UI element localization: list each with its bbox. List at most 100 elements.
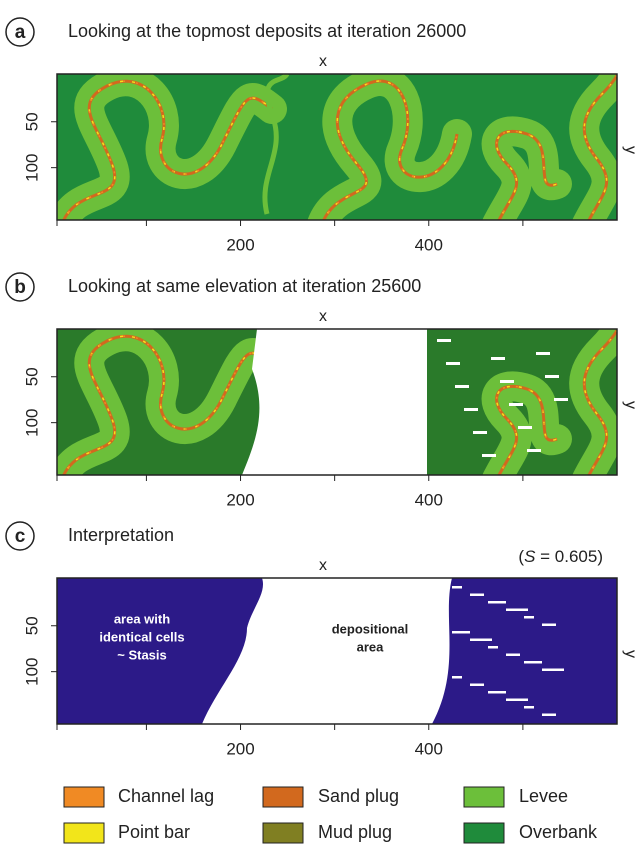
annotation-part: = 0.605): [535, 547, 603, 566]
region-label: area with: [114, 611, 170, 626]
panel-letter: c: [15, 526, 26, 547]
white-cells: [464, 408, 478, 411]
x-axis-label: x: [319, 308, 327, 325]
white-cells: [470, 593, 484, 596]
panel: a Looking at the topmost deposits at iter…: [5, 17, 639, 254]
x-tick-label: 200: [226, 235, 254, 254]
white-cells: [542, 623, 556, 626]
panel-letter-circle: [5, 272, 35, 302]
y-axis-label: y: [622, 146, 639, 154]
white-cells: [488, 601, 506, 604]
x-axis-label: x: [319, 557, 327, 574]
y-tick-label: 100: [22, 408, 41, 436]
lag-dots: [496, 130, 558, 220]
white-cells: [488, 646, 498, 649]
white-cells: [500, 380, 514, 383]
white-cells: [506, 608, 528, 611]
lag-dots: [63, 335, 273, 475]
y-axis-label: y: [622, 401, 639, 409]
white-cells: [506, 653, 520, 656]
legend-label: Levee: [519, 786, 568, 806]
x-tick-label: 200: [226, 739, 254, 758]
white-cells: [452, 586, 462, 589]
white-cells: [545, 375, 559, 378]
legend-swatch: [463, 786, 505, 808]
depositional-gap: [242, 329, 427, 475]
white-cells: [506, 698, 528, 701]
white-cells: [524, 616, 534, 619]
x-tick-label: 400: [415, 739, 443, 758]
y-tick-label: 50: [22, 112, 41, 131]
panel-letter-circle: [5, 521, 35, 551]
plot-frame: [56, 577, 618, 725]
white-cells: [527, 449, 541, 452]
plot-frame: [56, 73, 618, 221]
panel: b Looking at same elevation at iteration …: [5, 272, 639, 509]
white-cells: [488, 691, 506, 694]
legend-label: Sand plug: [318, 786, 399, 806]
white-cells: [437, 339, 451, 342]
white-cells: [509, 403, 523, 406]
legend-label: Point bar: [118, 822, 190, 842]
legend-swatch: [463, 822, 505, 844]
raster: [57, 578, 617, 724]
x-tick-label: 200: [226, 490, 254, 509]
y-tick-label: 100: [22, 657, 41, 685]
annotation-part: (: [518, 547, 524, 566]
plot-frame: [56, 328, 618, 476]
x-tick-label: 400: [415, 235, 443, 254]
panel: c Interpretation x y (S = 0.605) area with ide…: [5, 521, 639, 758]
annotation: (S = 0.605): [518, 547, 603, 566]
white-cells: [455, 385, 469, 388]
white-cells: [554, 398, 568, 401]
panel-title: Looking at the topmost deposits at itera…: [68, 21, 466, 41]
levee-strand: [262, 74, 290, 215]
white-cells: [470, 683, 484, 686]
x-axis-label: x: [319, 53, 327, 70]
legend-swatch: [63, 786, 105, 808]
depositional-area: [202, 578, 452, 724]
white-cells: [524, 661, 542, 664]
raster: [57, 329, 617, 475]
white-cells: [482, 454, 496, 457]
white-cells: [491, 357, 505, 360]
y-tick-label: 100: [22, 153, 41, 181]
panel-letter: b: [14, 277, 26, 298]
point-bar: [63, 80, 273, 220]
annotation-part: S: [524, 547, 536, 566]
white-cells: [518, 426, 532, 429]
raster: [57, 74, 617, 220]
white-cells: [524, 706, 534, 709]
y-tick-label: 50: [22, 367, 41, 386]
panel-title: Interpretation: [68, 525, 174, 545]
white-cells: [473, 431, 487, 434]
white-cells: [452, 676, 462, 679]
region-label: area: [357, 639, 385, 654]
legend-swatch: [262, 786, 304, 808]
white-cells: [542, 713, 556, 716]
lag-dots: [496, 385, 558, 475]
legend-label: Overbank: [519, 822, 598, 842]
white-cells: [446, 362, 460, 365]
legend-swatch: [63, 822, 105, 844]
point-bar: [63, 335, 273, 475]
legend-swatch: [262, 822, 304, 844]
white-cells: [542, 668, 564, 671]
white-cells: [452, 631, 470, 634]
legend-label: Channel lag: [118, 786, 214, 806]
lag-dots: [323, 80, 458, 220]
region-label: identical cells: [99, 629, 184, 644]
lag-dots: [63, 80, 273, 220]
region-label: ~ Stasis: [117, 647, 167, 662]
panel-title: Looking at same elevation at iteration 2…: [68, 276, 421, 296]
x-tick-label: 400: [415, 490, 443, 509]
y-tick-label: 50: [22, 616, 41, 635]
legend-label: Mud plug: [318, 822, 392, 842]
region-label: depositional: [332, 621, 409, 636]
y-axis-label: y: [622, 650, 639, 658]
panel-letter-circle: [5, 17, 35, 47]
white-cells: [536, 352, 550, 355]
panel-letter: a: [15, 22, 26, 43]
white-cells: [470, 638, 492, 641]
